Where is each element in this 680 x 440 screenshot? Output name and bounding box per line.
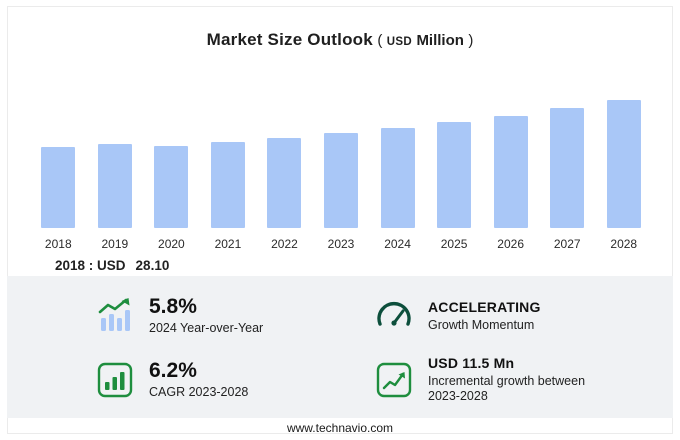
stat-label: 2024 Year-over-Year — [149, 321, 264, 336]
bar-column: 2022 — [256, 95, 313, 251]
bar-2026 — [493, 116, 528, 228]
line-chart-icon — [374, 360, 414, 400]
x-tick-label: 2022 — [271, 237, 298, 251]
stat-label: Growth Momentum — [428, 317, 535, 332]
x-tick-label: 2020 — [158, 237, 185, 251]
stat-value: 6.2% — [149, 359, 197, 383]
stat-value: 5.8% — [149, 295, 197, 319]
stat-text: 6.2% CAGR 2023-2028 — [149, 359, 248, 401]
x-tick-label: 2026 — [497, 237, 524, 251]
bar-column: 2026 — [482, 95, 539, 251]
annotation-value: 28.10 — [135, 258, 170, 273]
x-tick-label: 2018 — [44, 237, 72, 251]
stat-text: USD 11.5 Mn Incremental growth between 2… — [428, 355, 608, 405]
annotation-label: 2018 : USD — [55, 258, 126, 273]
bar-column: 2023 — [313, 95, 370, 251]
bar-2023 — [324, 133, 358, 228]
title-unit: ( USD Million ) — [377, 32, 474, 49]
bar-2027 — [550, 108, 585, 228]
bar-2021 — [210, 142, 245, 228]
stat-value: USD 11.5 Mn — [428, 354, 515, 371]
x-tick-label: 2024 — [384, 237, 411, 251]
stat-label: CAGR 2023-2028 — [149, 385, 249, 400]
bar-column: 2025 — [426, 95, 483, 251]
bar-2025 — [437, 122, 472, 228]
x-tick-label: 2027 — [553, 237, 581, 251]
footer-url: www.technavio.com — [286, 421, 394, 435]
x-tick-label: 2021 — [214, 237, 242, 251]
bar-column: 2027 — [539, 95, 596, 251]
bar-chart-icon — [95, 360, 135, 400]
stat-incremental: USD 11.5 Mn Incremental growth between 2… — [374, 350, 653, 410]
stat-text: 5.8% 2024 Year-over-Year — [149, 295, 263, 337]
bar-2028 — [606, 100, 641, 228]
stat-label: Incremental growth between 2023-2028 — [428, 373, 586, 404]
bar-column: 2019 — [87, 95, 144, 251]
bar-column: 2024 — [369, 95, 426, 251]
x-tick-label: 2025 — [440, 237, 468, 251]
x-tick-label: 2023 — [327, 237, 355, 251]
x-tick-label: 2019 — [101, 237, 129, 251]
bar-2024 — [380, 127, 415, 228]
x-tick-label: 2028 — [610, 237, 638, 251]
stat-text: ACCELERATING Growth Momentum — [428, 299, 541, 333]
stats-panel: 5.8% 2024 Year-over-Year ACCELERATING Gr… — [7, 276, 673, 418]
stat-momentum: ACCELERATING Growth Momentum — [374, 286, 653, 346]
bar-column: 2021 — [200, 95, 257, 251]
bar-2020 — [154, 146, 189, 228]
bar-2022 — [267, 137, 302, 228]
bar-column: 2020 — [143, 95, 200, 251]
bar-chart: 2018 2019 2020 2021 2022 2023 2024 2025 2026 2027… — [30, 95, 652, 251]
bars-growth-icon — [95, 296, 135, 336]
gauge-icon — [374, 296, 414, 336]
stat-yoy: 5.8% 2024 Year-over-Year — [95, 286, 374, 346]
stat-value: ACCELERATING — [428, 298, 541, 315]
bar-column: 2028 — [595, 95, 652, 251]
base-year-annotation: 2018 : USD 28.10 — [55, 258, 169, 273]
bar-2019 — [97, 144, 132, 228]
bar-2018 — [41, 146, 76, 228]
title-text: Market Size Outlook — [206, 30, 373, 49]
stat-cagr: 6.2% CAGR 2023-2028 — [95, 350, 374, 410]
bar-column: 2018 — [30, 95, 87, 251]
page-title: Market Size Outlook ( USD Million ) — [0, 30, 680, 50]
stats-grid: 5.8% 2024 Year-over-Year ACCELERATING Gr… — [7, 276, 673, 418]
